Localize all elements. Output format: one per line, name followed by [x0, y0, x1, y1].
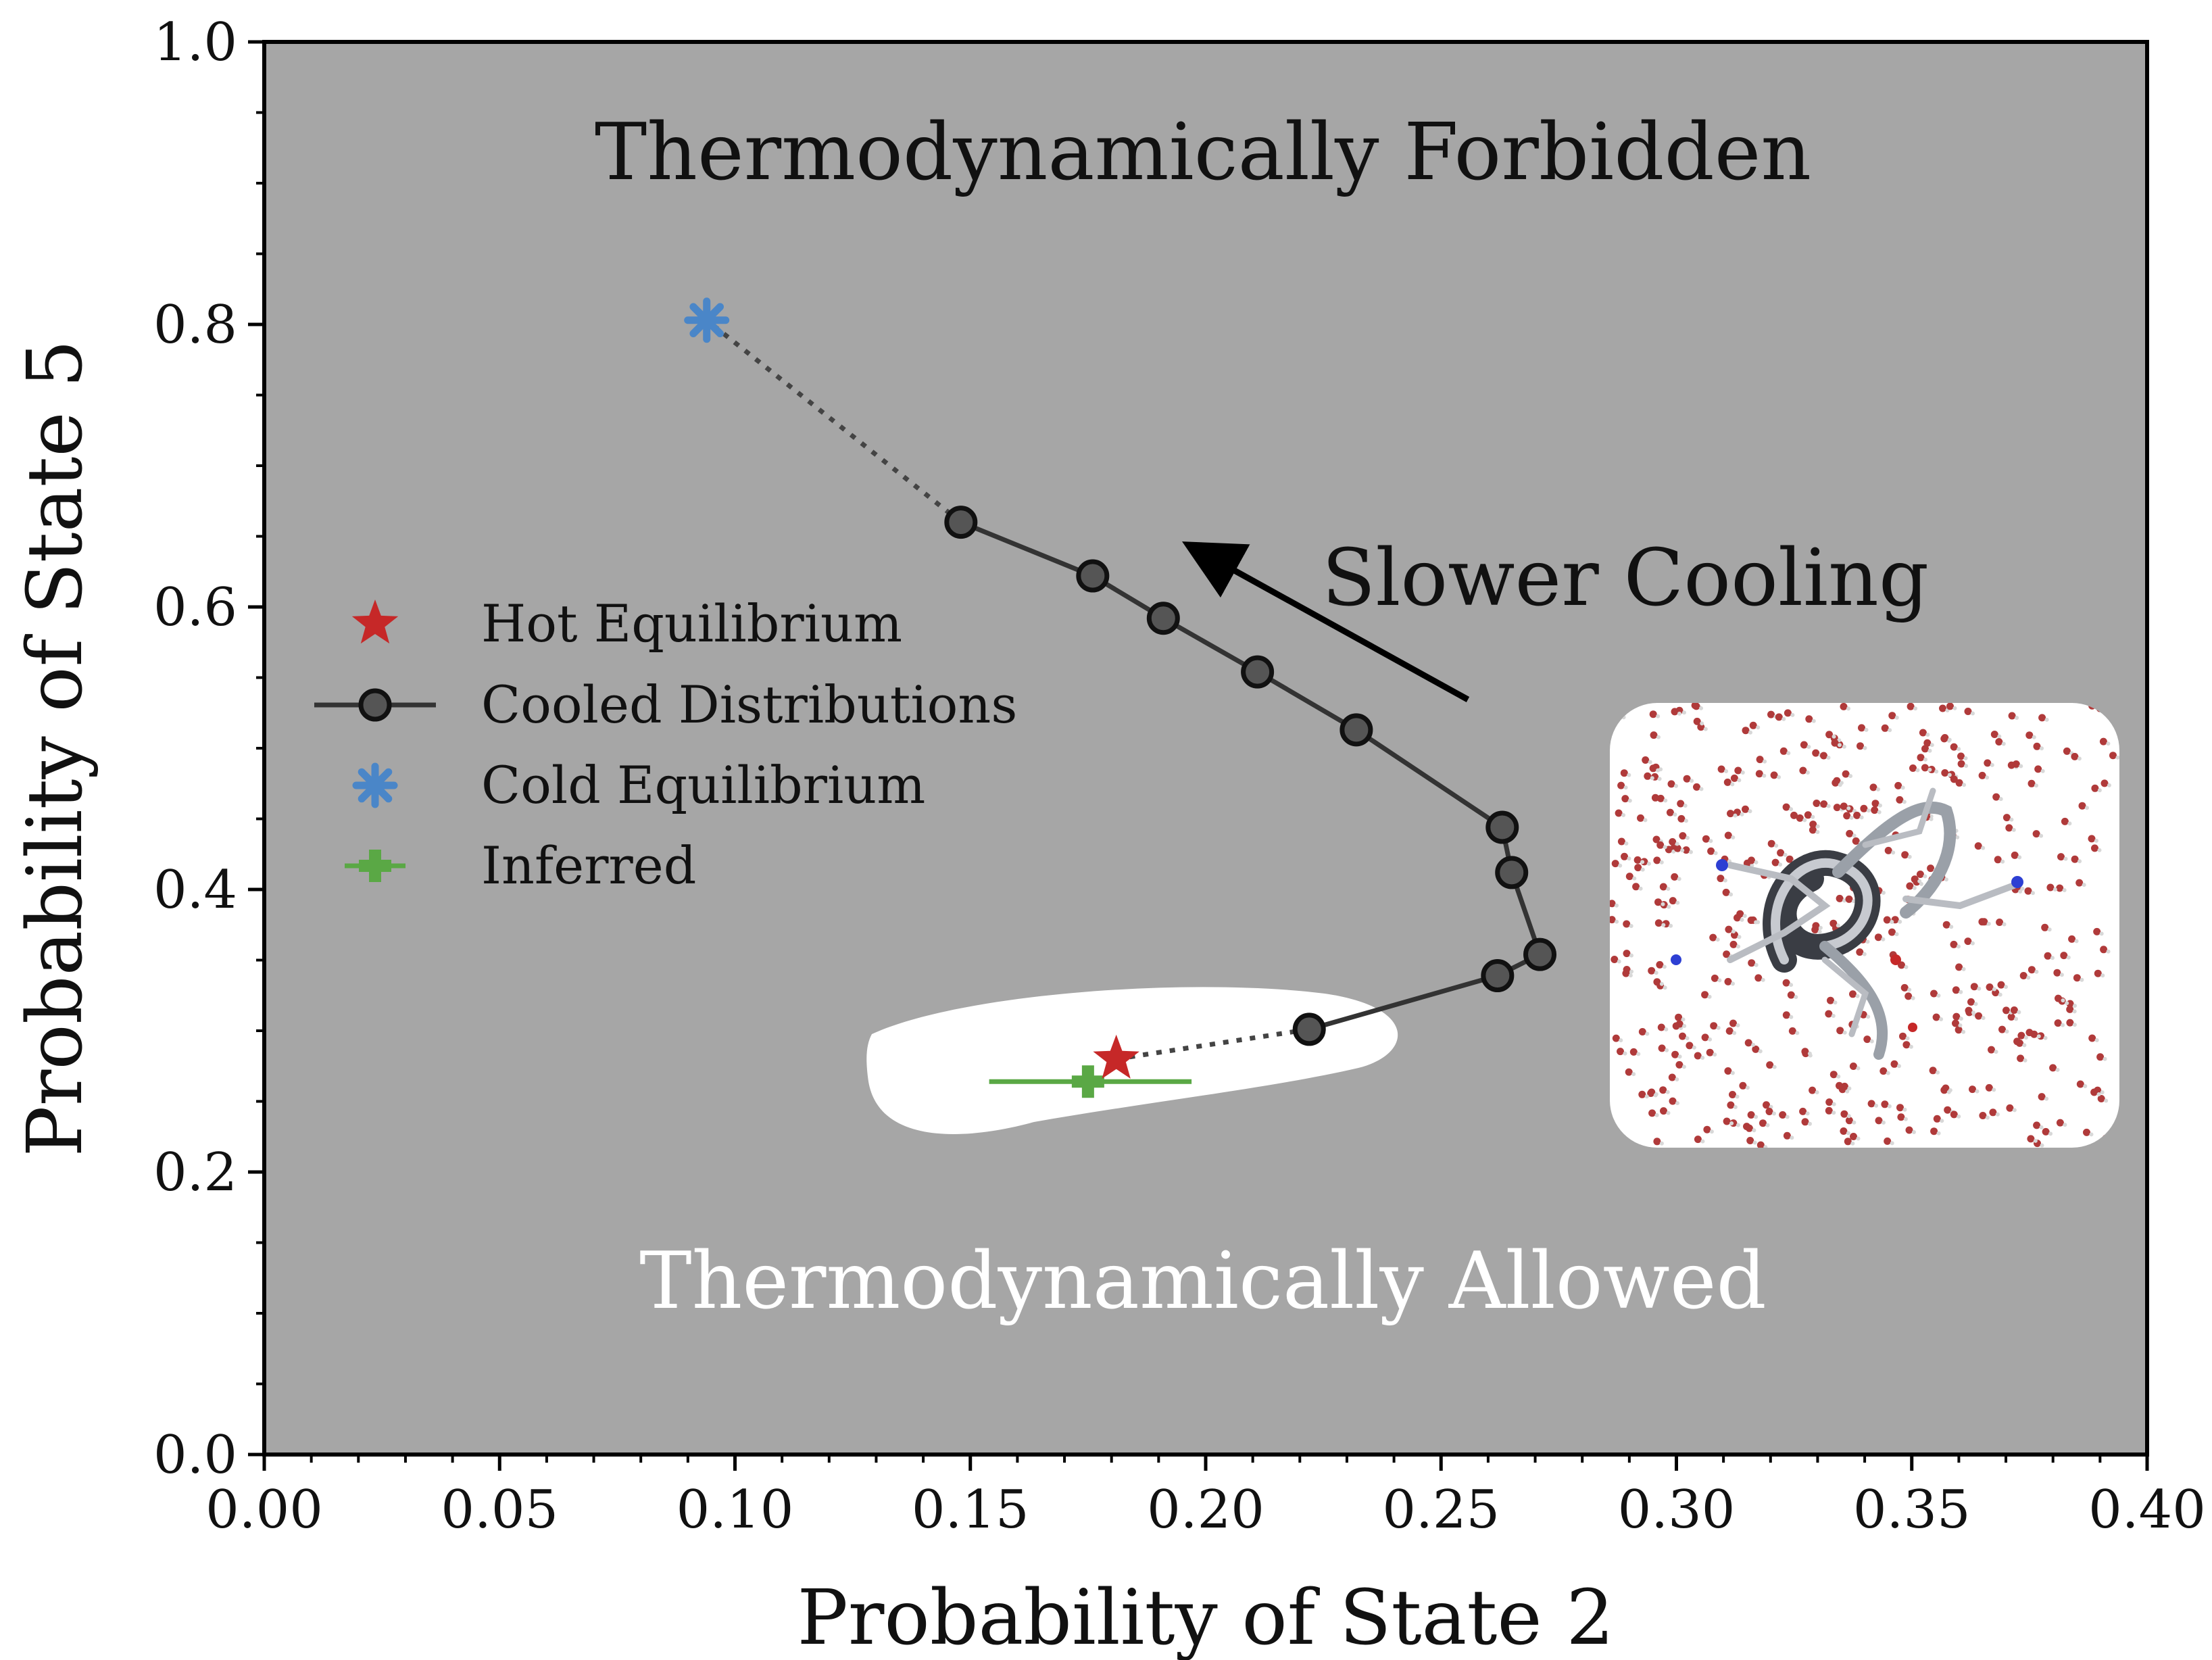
legend-cold-marker: [352, 762, 398, 808]
legend-label: Hot Equilibrium: [481, 593, 902, 654]
legend: Hot Equilibrium Cooled Distributions Cold …: [314, 593, 1017, 896]
x-tick-label: 0.40: [2088, 1480, 2206, 1540]
cooled-point: [1292, 1012, 1326, 1046]
legend-inferred-marker: [359, 850, 391, 882]
x-tick-label: 0.00: [205, 1480, 323, 1540]
allowed-annotation: Thermodynamically Allowed: [639, 1236, 1767, 1327]
hot-connector: [1116, 1027, 1310, 1062]
inferred-marker: [1071, 1065, 1104, 1098]
x-tick-label: 0.30: [1618, 1480, 1736, 1540]
cooled-point: [1495, 856, 1529, 889]
cooled-point: [944, 506, 978, 539]
cooled-point: [1481, 958, 1515, 992]
molecule-inset: [1610, 703, 2119, 1148]
x-tick-label: 0.35: [1853, 1480, 1971, 1540]
x-tick-label: 0.20: [1147, 1480, 1264, 1540]
x-tick-label: 0.10: [677, 1480, 794, 1540]
forbidden-annotation: Thermodynamically Forbidden: [595, 107, 1811, 198]
cooling-annotation: Slower Cooling: [1322, 533, 1929, 624]
allowed-region: [866, 987, 1398, 1134]
x-tick-label: 0.05: [441, 1480, 558, 1540]
y-tick-label: 0.0: [153, 1425, 237, 1486]
cooled-line: [960, 520, 1543, 1032]
y-tick-label: 0.8: [153, 295, 237, 356]
cold-connector: [705, 318, 962, 524]
cooled-point: [1523, 937, 1557, 971]
cooled-point: [1485, 810, 1519, 844]
hot-equilibrium-marker: [1093, 1034, 1139, 1079]
y-tick-label: 0.4: [153, 860, 237, 921]
legend-cooled-marker: [358, 688, 392, 722]
y-axis: 0.0 0.2 0.4 0.6 0.8 1.0: [153, 12, 264, 1486]
y-tick-label: 0.2: [153, 1142, 237, 1203]
cooled-point: [1146, 602, 1180, 635]
y-tick-label: 0.6: [153, 577, 237, 638]
cooled-point: [1241, 655, 1275, 689]
legend-label: Inferred: [481, 835, 696, 896]
legend-hot-marker: [351, 600, 399, 644]
legend-label: Cooled Distributions: [481, 675, 1017, 735]
x-tick-label: 0.15: [912, 1480, 1029, 1540]
x-axis: 0.00 0.05 0.10 0.15 0.20 0.25 0.30 0.35 0.40: [205, 1455, 2206, 1540]
y-tick-label: 1.0: [153, 12, 237, 73]
legend-label: Cold Equilibrium: [481, 755, 925, 815]
x-axis-title: Probability of State 2: [797, 1574, 1615, 1660]
cooled-point: [1340, 713, 1373, 747]
y-axis-title: Probability of State 5: [11, 340, 99, 1157]
cooled-point: [1076, 559, 1110, 593]
x-tick-label: 0.25: [1382, 1480, 1500, 1540]
cooling-arrow: [1181, 541, 1470, 702]
cold-equilibrium-marker: [684, 297, 730, 343]
